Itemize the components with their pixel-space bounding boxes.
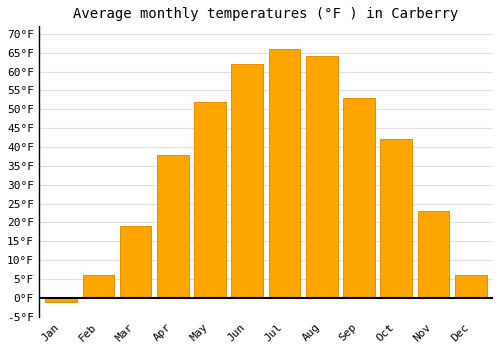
Bar — [380, 139, 412, 298]
Bar — [268, 49, 300, 298]
Bar — [343, 98, 375, 298]
Bar — [46, 298, 77, 302]
Bar — [157, 155, 188, 298]
Title: Average monthly temperatures (°F ) in Carberry: Average monthly temperatures (°F ) in Ca… — [74, 7, 458, 21]
Bar — [120, 226, 152, 298]
Bar — [194, 102, 226, 298]
Bar — [82, 275, 114, 298]
Bar — [455, 275, 486, 298]
Bar — [232, 64, 263, 298]
Bar — [306, 56, 338, 298]
Bar — [418, 211, 450, 298]
